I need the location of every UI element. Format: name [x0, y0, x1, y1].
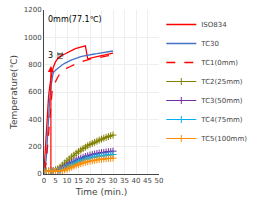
svg-text:30: 30	[109, 177, 118, 185]
svg-text:25: 25	[97, 177, 106, 185]
svg-text:TC1(0mm): TC1(0mm)	[200, 59, 238, 67]
svg-text:5: 5	[53, 177, 57, 185]
svg-text:Temperature(℃): Temperature(℃)	[9, 55, 19, 130]
svg-text:800: 800	[28, 61, 41, 69]
svg-text:0: 0	[42, 177, 46, 185]
svg-text:TC30: TC30	[200, 40, 219, 48]
svg-text:50: 50	[155, 177, 164, 185]
svg-text:400: 400	[28, 116, 41, 124]
svg-text:15: 15	[74, 177, 83, 185]
svg-text:ISO834: ISO834	[201, 21, 227, 29]
svg-text:TC4(75mm): TC4(75mm)	[200, 116, 242, 124]
svg-text:1200: 1200	[24, 6, 42, 14]
svg-text:TC5(100mm): TC5(100mm)	[200, 135, 247, 143]
svg-text:TC3(50mm): TC3(50mm)	[200, 97, 242, 105]
svg-text:35: 35	[120, 177, 129, 185]
svg-text:10: 10	[63, 177, 72, 185]
svg-text:600: 600	[28, 88, 41, 96]
svg-text:1000: 1000	[24, 34, 42, 42]
svg-text:Time (min.): Time (min.)	[75, 187, 128, 197]
svg-text:0: 0	[37, 170, 41, 178]
svg-text:3 분: 3 분	[48, 51, 64, 60]
svg-text:0mm(77.1℃): 0mm(77.1℃)	[48, 15, 102, 24]
svg-text:40: 40	[132, 177, 141, 185]
svg-text:20: 20	[86, 177, 95, 185]
svg-text:45: 45	[143, 177, 152, 185]
svg-text:200: 200	[28, 143, 41, 151]
svg-text:TC2(25mm): TC2(25mm)	[200, 78, 242, 86]
